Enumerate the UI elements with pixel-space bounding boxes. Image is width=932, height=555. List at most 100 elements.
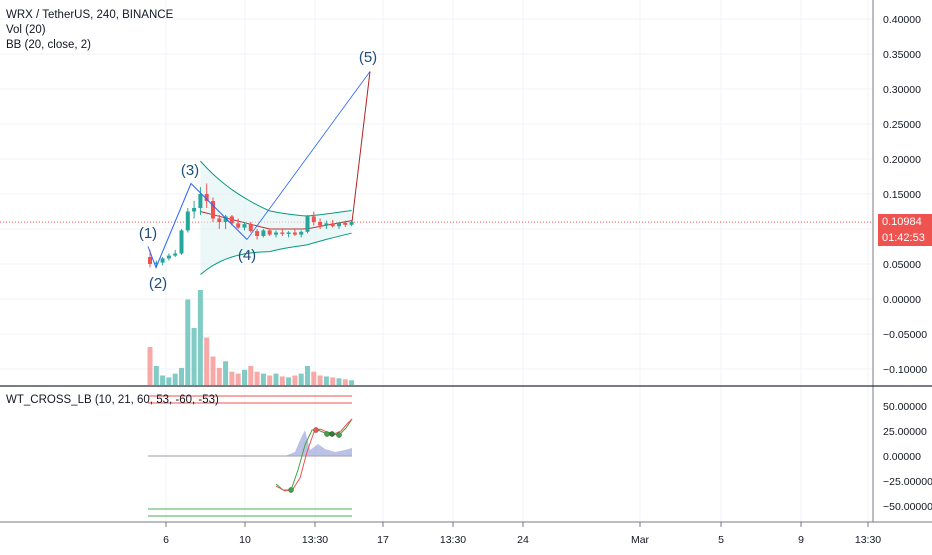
volume-bar: [223, 361, 229, 385]
volume-bar: [273, 373, 279, 385]
volume-bar: [153, 366, 159, 385]
bb-indicator-label[interactable]: BB (20, close, 2): [6, 39, 92, 51]
volume-bar: [147, 347, 153, 385]
candle-body: [229, 216, 234, 224]
time-tick-label: 13:30: [440, 534, 466, 546]
wt-cross-pane: 50.00000 25.00000 0.00000 −25.00000 −50.0000…: [148, 395, 932, 517]
time-tick-label: 24: [517, 534, 529, 546]
volume-bar: [311, 371, 317, 385]
candle-body: [299, 231, 304, 235]
volume-bar: [323, 376, 329, 385]
wave-label: (5): [359, 49, 377, 66]
volume-bar: [216, 367, 222, 385]
wt-cross-dot: [336, 432, 342, 438]
bb-upper: [200, 160, 352, 217]
volume-bar: [172, 373, 178, 385]
volume-bar: [279, 376, 285, 385]
volume-bar: [292, 375, 298, 385]
candle-body: [274, 232, 278, 235]
volume-bar: [336, 378, 342, 385]
time-tick-label: 6: [163, 534, 169, 546]
volume-bar: [330, 377, 336, 385]
volume-bar: [210, 356, 216, 385]
wt-cross-dot: [288, 487, 294, 493]
candle-body: [179, 230, 184, 254]
volume-bar: [342, 379, 348, 385]
price-tick-label: −0.05000: [883, 329, 927, 341]
volume-bar: [185, 299, 191, 385]
candle-body: [280, 232, 285, 234]
wt-tick-label: −25.00000: [883, 476, 932, 488]
candle-body: [242, 224, 247, 228]
volume-bar: [191, 328, 197, 385]
wt-tick-label: 50.00000: [883, 401, 927, 413]
price-tick-label: 0.00000: [883, 294, 921, 306]
time-tick-label: 17: [377, 534, 389, 546]
candle-body: [154, 262, 159, 264]
projection-line: [351, 71, 371, 223]
volume-bar: [235, 373, 241, 385]
elliott-wave-lines: (1) (2) (3) (4) (5): [139, 49, 377, 292]
price-tick-label: 0.20000: [883, 154, 921, 166]
candle-body: [267, 230, 272, 235]
time-tick-label: Mar: [631, 534, 650, 546]
candles: [148, 183, 354, 268]
time-tick-label: 13:30: [302, 534, 328, 546]
candle-body: [324, 223, 329, 226]
volume-bar: [160, 375, 166, 385]
candle-body: [204, 194, 209, 201]
price-tick-label: 0.25000: [883, 119, 921, 131]
candle-body: [349, 222, 354, 225]
candle-body: [185, 211, 190, 231]
candle-body: [286, 232, 291, 234]
volume-bar: [286, 377, 292, 385]
candle-body: [173, 253, 178, 256]
candle-body: [318, 222, 323, 226]
candle-body: [148, 257, 152, 264]
wave-label: (4): [238, 247, 256, 264]
candle-body: [192, 208, 197, 212]
bb-fill: [200, 161, 352, 275]
wt-cross-legend[interactable]: WT_CROSS_LB (10, 21, 60, 53, -60, -53): [6, 394, 219, 406]
volume-bar: [179, 367, 184, 385]
candle-body: [198, 194, 203, 208]
volume-bar: [267, 375, 273, 385]
wt-histogram: [285, 430, 352, 456]
volume-bar: [260, 373, 266, 385]
symbol-legend: WRX / TetherUS, 240, BINANCE Vol (20) BB…: [6, 8, 173, 53]
time-tick-label: 9: [798, 534, 804, 546]
candle-body: [305, 216, 310, 232]
wave-path: [147, 182, 248, 269]
wt-cross-dot: [329, 431, 335, 437]
candle-body: [166, 255, 171, 259]
candle-body: [255, 231, 260, 236]
time-tick-label: 13:30: [855, 534, 881, 546]
wave-5-line: [246, 71, 371, 240]
price-tick-label: −0.10000: [883, 364, 927, 376]
wt-cross-dot: [324, 431, 330, 437]
volume-bar: [204, 337, 210, 385]
volume-bar: [197, 290, 203, 385]
wt-tick-label: 0.00000: [883, 451, 921, 463]
volume-bar: [229, 371, 235, 385]
volume-bar: [166, 377, 172, 385]
wave-label: (3): [181, 162, 199, 179]
volume-bar: [317, 375, 323, 385]
volume-bar: [242, 369, 247, 385]
current-price-tag: 0.10984: [878, 214, 932, 230]
symbol-title[interactable]: WRX / TetherUS, 240, BINANCE: [6, 9, 174, 21]
time-tick-label: 10: [239, 534, 251, 546]
grid-lines: [0, 0, 873, 522]
wt-tick-label: 25.00000: [883, 426, 927, 438]
wave-label: (1): [139, 225, 157, 242]
volume-bar: [248, 366, 254, 385]
price-tick-label: 0.35000: [883, 49, 921, 61]
bb-lower: [200, 232, 352, 275]
candle-body: [248, 224, 253, 232]
volume-indicator-label[interactable]: Vol (20): [6, 24, 46, 36]
candle-body: [160, 258, 165, 263]
volume-bar: [305, 366, 310, 385]
